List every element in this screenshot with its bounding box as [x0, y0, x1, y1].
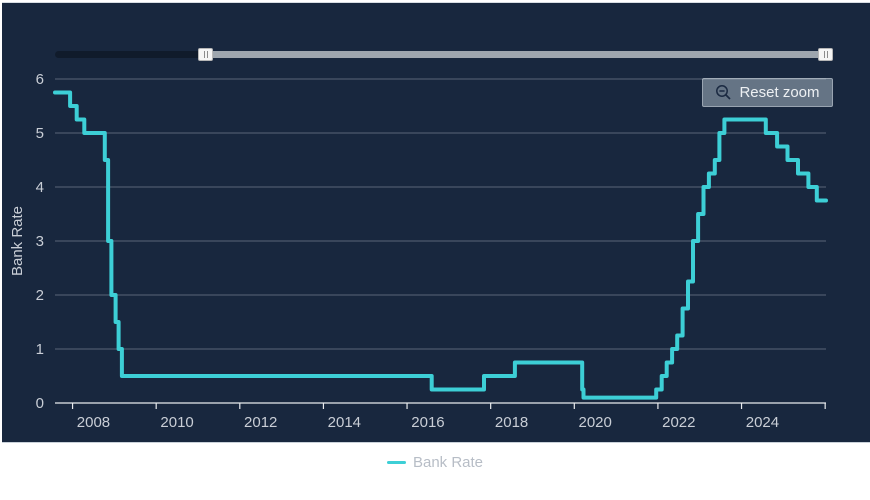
- chart-card: Reset zoom 0 1 2 3 4 5 6 2008 2010 2012 2014 2016 20…: [2, 2, 870, 443]
- y-axis-tick-label: 4: [36, 179, 44, 196]
- y-axis-tick-label: 3: [36, 233, 44, 250]
- zoom-out-icon: [716, 85, 732, 100]
- y-axis-title: Bank Rate: [9, 206, 26, 276]
- navigator-left-handle[interactable]: [198, 48, 213, 61]
- legend-item-bank-rate[interactable]: Bank Rate: [386, 454, 484, 471]
- x-axis-tick-label: 2016: [411, 414, 444, 431]
- x-axis-tick-label: 2022: [662, 414, 695, 431]
- navigator-right-handle[interactable]: [818, 48, 833, 61]
- y-axis-tick-label: 2: [36, 287, 44, 304]
- y-axis-tick-label: 0: [36, 395, 44, 412]
- y-axis-tick-label: 6: [36, 71, 44, 88]
- grip-lines-icon: [826, 51, 828, 58]
- y-axis-tick-label: 5: [36, 125, 44, 142]
- reset-zoom-label: Reset zoom: [739, 84, 820, 101]
- reset-zoom-button[interactable]: Reset zoom: [702, 78, 833, 107]
- gridlines: [55, 78, 826, 350]
- range-navigator: [2, 47, 870, 65]
- x-axis-tick-label: 2008: [77, 414, 110, 431]
- grip-lines-icon: [823, 51, 825, 58]
- chart-plot-area[interactable]: 0 1 2 3 4 5 6 2008 2010 2012 2014 2016 2018 2020 2022 2…: [2, 3, 870, 444]
- legend-label: Bank Rate: [412, 454, 484, 471]
- x-axis-tick-label: 2018: [495, 414, 528, 431]
- y-axis-tick-label: 1: [36, 341, 44, 358]
- x-axis-tick-label: 2014: [328, 414, 361, 431]
- series-line-icon: [386, 461, 406, 464]
- x-axis-tick-label: 2020: [579, 414, 612, 431]
- navigator-selected-range[interactable]: [198, 51, 833, 58]
- grip-lines-icon: [206, 51, 208, 58]
- axis-labels: 0 1 2 3 4 5 6 2008 2010 2012 2014 2016 2018 2020 2022 2…: [36, 71, 779, 431]
- bank-rate-series-line[interactable]: [53, 90, 828, 400]
- axes: [55, 402, 826, 409]
- x-axis-tick-label: 2012: [244, 414, 277, 431]
- chart-legend: Bank Rate: [0, 454, 870, 471]
- grip-lines-icon: [203, 51, 205, 58]
- x-axis-tick-label: 2024: [746, 414, 779, 431]
- x-axis-tick-label: 2010: [160, 414, 193, 431]
